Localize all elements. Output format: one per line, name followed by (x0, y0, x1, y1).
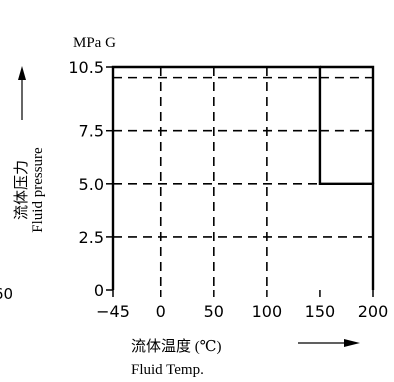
left-edge-tick: 60 (0, 285, 13, 303)
chart-frame (319, 65, 375, 184)
x-axis-label-en: Fluid Temp. (131, 362, 204, 378)
y-tick-label: 7.5 (79, 122, 104, 141)
x-tick-label: −45 (96, 302, 130, 321)
x-tick-label: 50 (204, 302, 224, 321)
unit-label: MPa G (73, 35, 116, 51)
y-tick-label: 0 (94, 281, 104, 300)
x-tick-label: 150 (305, 302, 336, 321)
y-axis-label-cn: 流体压力 (13, 160, 30, 220)
x-axis-label-cn: 流体温度 (℃) (131, 338, 222, 355)
grid-lines (113, 67, 373, 290)
y-axis-label-en: Fluid pressure (30, 147, 46, 233)
x-axis-ticks: −45 0 50 100 150 200 (96, 290, 388, 321)
x-tick-label: 0 (156, 302, 166, 321)
y-tick-label: 2.5 (79, 228, 104, 247)
y-axis-ticks: 0 2.5 5.0 7.5 10.5 (68, 58, 113, 300)
y-tick-label: 5.0 (79, 175, 104, 194)
x-axis-arrow (298, 339, 360, 347)
y-axis-title-en: Fluid pressure (30, 147, 46, 233)
region-outline (111, 65, 375, 290)
x-tick-label: 100 (252, 302, 283, 321)
y-tick-label: 10.5 (68, 58, 104, 77)
y-axis-arrow (18, 66, 26, 120)
operating-region (111, 65, 375, 290)
x-tick-label: 200 (358, 302, 389, 321)
y-axis-title: 流体压力 (13, 160, 30, 220)
